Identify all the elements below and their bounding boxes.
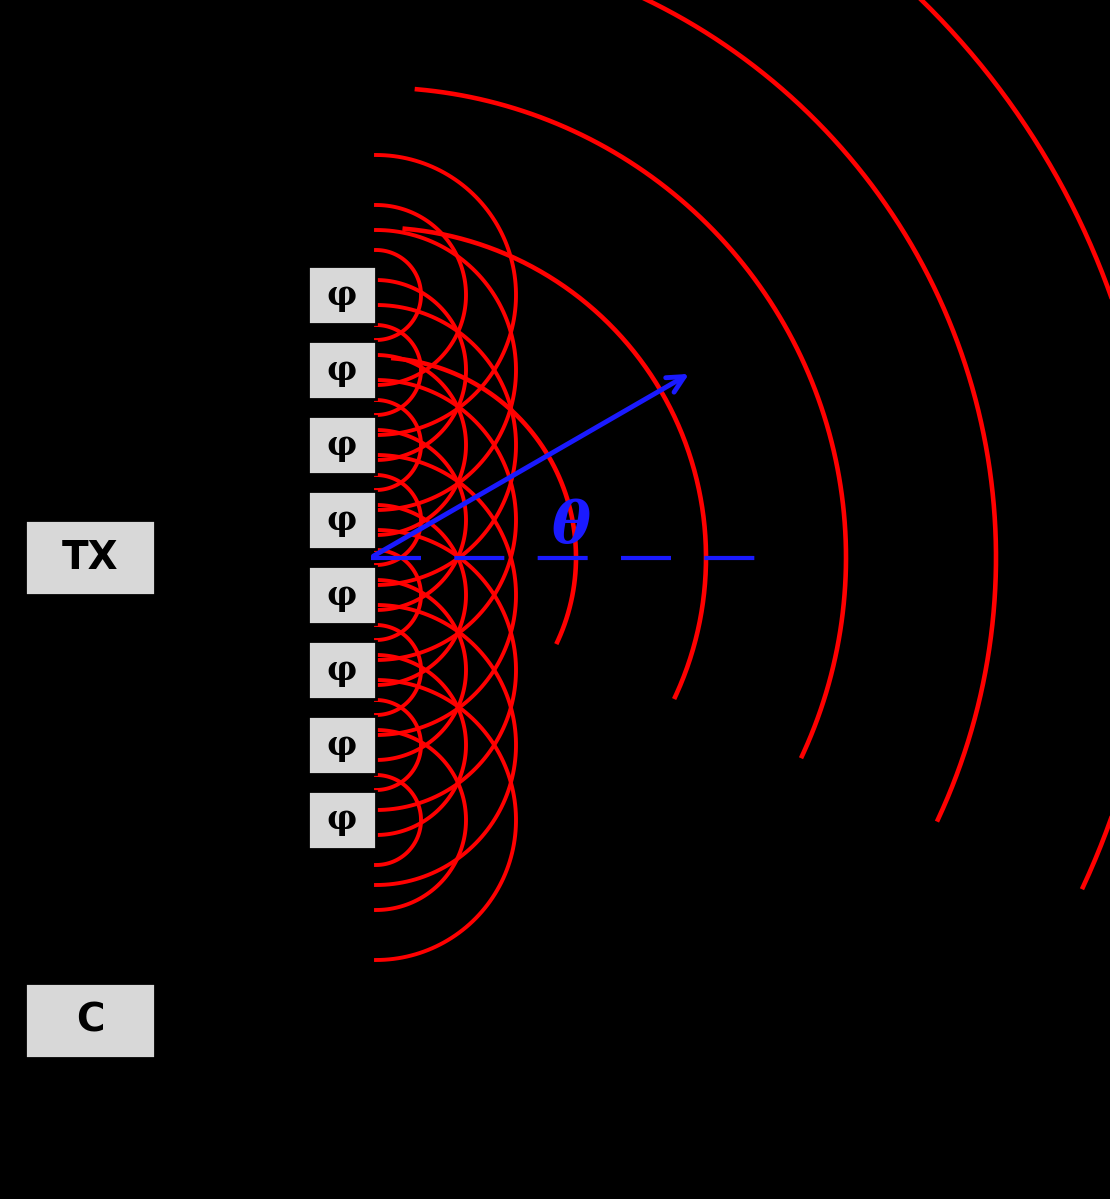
Text: φ: φ	[326, 354, 357, 386]
Bar	[307, 566, 376, 623]
Text: φ: φ	[326, 278, 357, 312]
Bar	[307, 416, 376, 474]
Text: φ: φ	[326, 653, 357, 687]
Text: φ: φ	[326, 428, 357, 462]
Bar	[307, 266, 376, 324]
Text: C: C	[75, 1001, 104, 1040]
Text: φ: φ	[326, 729, 357, 761]
Bar	[26, 982, 155, 1058]
Text: φ: φ	[326, 803, 357, 837]
Bar	[307, 641, 376, 699]
Bar	[307, 341, 376, 399]
Text: φ: φ	[326, 578, 357, 611]
Bar	[307, 492, 376, 549]
Text: θ: θ	[552, 499, 591, 556]
Text: TX: TX	[62, 538, 119, 577]
Bar	[26, 520, 155, 595]
Bar	[307, 716, 376, 775]
Text: φ: φ	[326, 504, 357, 536]
Bar	[307, 791, 376, 849]
